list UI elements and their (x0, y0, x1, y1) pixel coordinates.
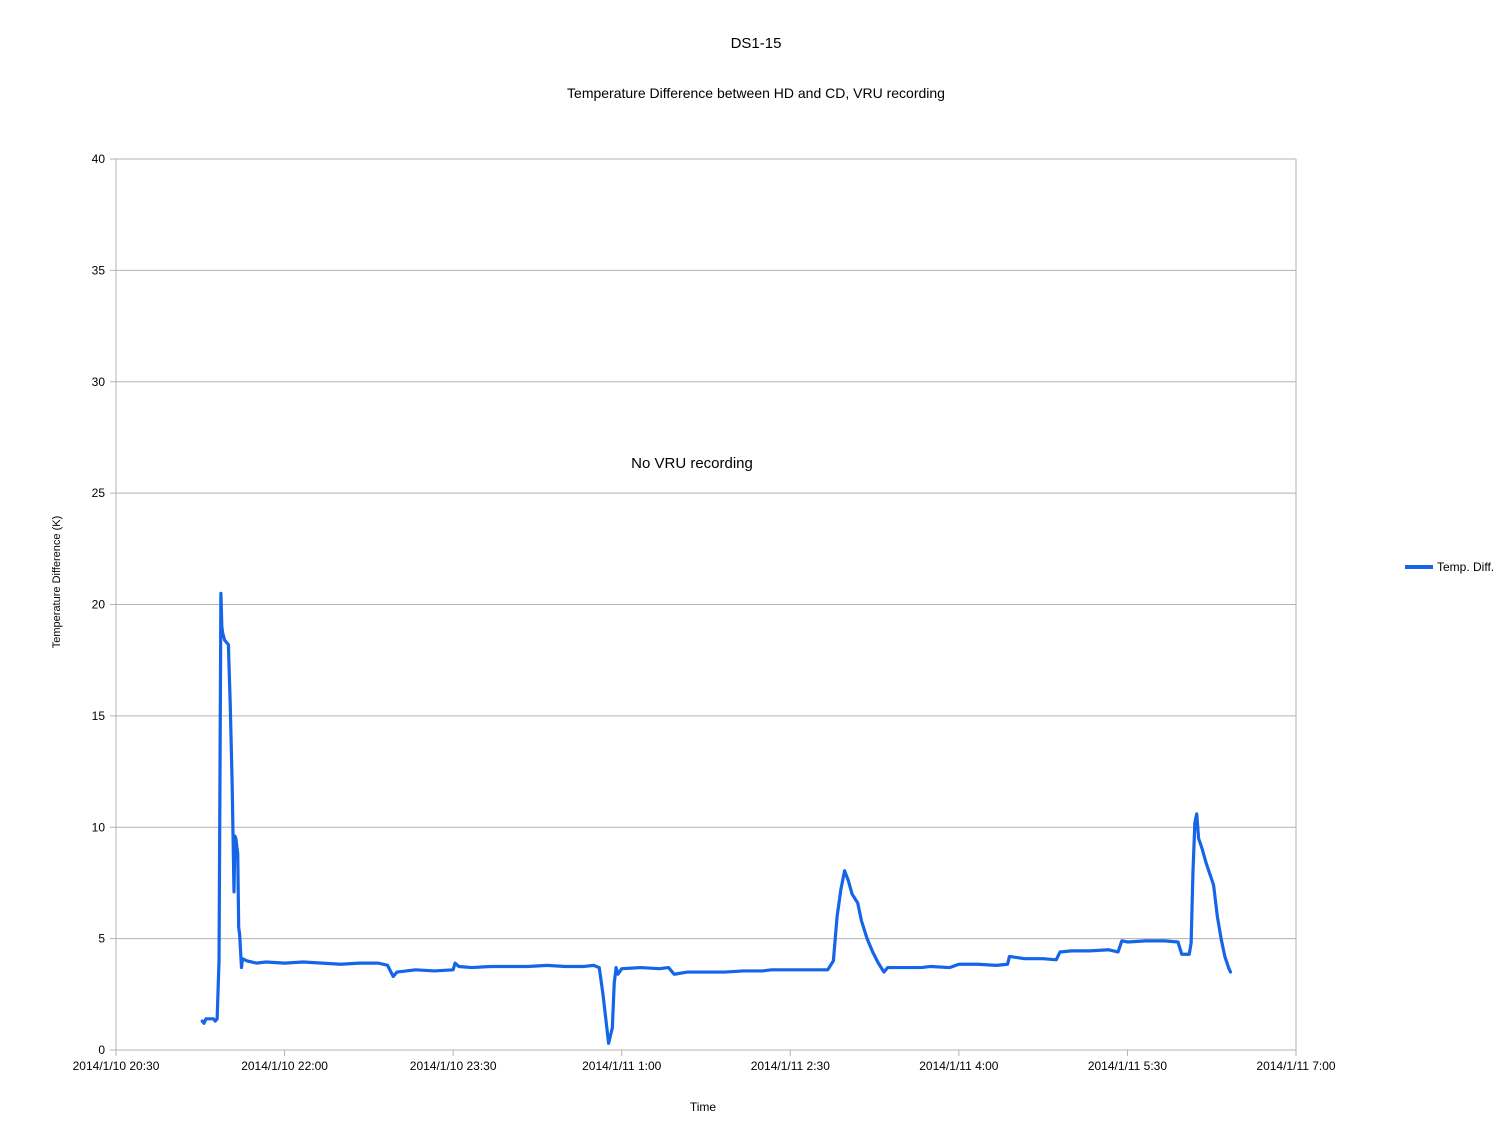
legend-label-temp-diff: Temp. Diff. (1437, 560, 1494, 574)
y-tick-label: 15 (92, 709, 106, 723)
y-tick-label: 30 (92, 375, 106, 389)
x-axis-title: Time (690, 1100, 717, 1114)
x-tick-label: 2014/1/10 20:30 (73, 1059, 160, 1073)
y-tick-label: 10 (92, 820, 106, 834)
x-tick-label: 2014/1/11 7:00 (1256, 1059, 1336, 1073)
x-tick-label: 2014/1/11 4:00 (919, 1059, 999, 1073)
y-tick-label: 25 (92, 486, 106, 500)
grid-layer (116, 158, 1296, 940)
axis-layer: 0 5 10 15 20 25 30 35 40 2014/1/10 20:30 2014/1/10… (73, 152, 1336, 1073)
y-tick-label: 0 (98, 1043, 105, 1057)
series-line-temp-diff (200, 591, 1233, 1045)
x-tick-label: 2014/1/11 1:00 (582, 1059, 662, 1073)
annotation-no-vru: No VRU recording (631, 455, 753, 472)
y-tick-label: 5 (98, 932, 105, 946)
chart-subtitle: Temperature Difference between HD and CD… (567, 85, 945, 101)
x-tick-label: 2014/1/10 23:30 (410, 1059, 497, 1073)
x-tick-label: 2014/1/10 22:00 (241, 1059, 328, 1073)
x-tick-label: 2014/1/11 2:30 (751, 1059, 831, 1073)
series-layer (200, 591, 1233, 1045)
y-tick-label: 35 (92, 263, 106, 277)
y-tick-label: 40 (92, 152, 106, 166)
chart-title: DS1-15 (731, 35, 782, 52)
y-axis-title: Temperature Difference (K) (51, 516, 63, 648)
x-tick-label: 2014/1/11 5:30 (1088, 1059, 1168, 1073)
legend: Temp. Diff. (1405, 560, 1494, 574)
y-tick-label: 20 (92, 598, 106, 612)
